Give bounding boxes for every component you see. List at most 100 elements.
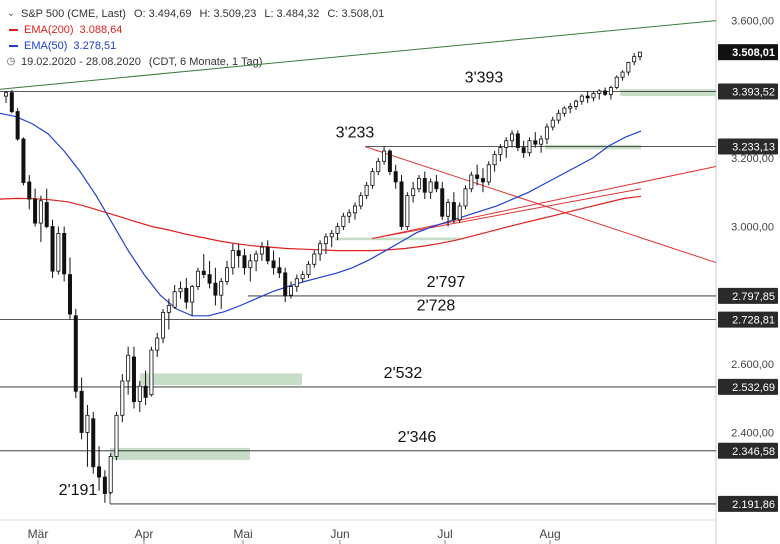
x-tick-label: Jul <box>437 527 452 541</box>
level-label: 2'346 <box>398 429 437 446</box>
candle-body <box>550 119 555 128</box>
candle <box>382 146 387 165</box>
candle <box>387 149 392 176</box>
ema200-swatch <box>9 29 18 31</box>
price-tag-label: 2.532,69 <box>732 382 775 394</box>
candle <box>265 240 270 265</box>
candle <box>21 137 26 186</box>
candle <box>352 202 357 220</box>
candle <box>207 260 212 289</box>
y-tick-label: 3.000,00 <box>731 222 774 234</box>
candle-body <box>451 202 456 221</box>
level-label: 2'532 <box>384 365 423 382</box>
candle <box>515 130 520 152</box>
candle-body <box>632 56 637 63</box>
ema50-value: 3.278,51 <box>73 40 117 52</box>
candle <box>137 380 142 412</box>
candle <box>120 374 125 423</box>
candle-body <box>387 150 392 173</box>
x-tick-label: Aug <box>539 527 560 541</box>
candle-body <box>73 315 78 392</box>
candle <box>521 140 526 158</box>
candle <box>277 257 282 279</box>
candle-body <box>533 140 538 145</box>
candle-body <box>486 164 491 183</box>
candle-body <box>184 287 189 303</box>
candle-body <box>515 133 520 148</box>
candle-body <box>102 476 107 494</box>
ema50-legend-row: EMA(50) 3.278,51 <box>6 38 384 54</box>
ema50-swatch <box>9 45 18 47</box>
candle-body <box>213 282 218 296</box>
candle-body <box>422 178 427 193</box>
ohlc-close: C: 3.508,01 <box>327 8 385 20</box>
candle-body <box>626 62 631 73</box>
candle <box>533 132 538 148</box>
candle <box>213 267 218 306</box>
candle-body <box>446 202 451 217</box>
chevron-down-icon[interactable]: ⌄ <box>6 8 16 19</box>
candle <box>556 109 561 124</box>
candle <box>323 233 328 254</box>
candle-body <box>114 414 119 457</box>
candle-body <box>289 286 294 296</box>
candle <box>4 90 9 103</box>
candle <box>312 250 317 268</box>
price-tag <box>718 442 778 459</box>
price-tag <box>718 138 778 155</box>
candle <box>469 171 474 193</box>
candle <box>544 123 549 145</box>
candle <box>9 89 14 114</box>
candle <box>574 99 579 110</box>
candle <box>73 308 78 399</box>
candle-body <box>126 354 131 382</box>
candle <box>56 226 61 275</box>
candle <box>38 195 43 242</box>
candle-body <box>411 188 416 197</box>
candle <box>620 70 625 81</box>
candle-body <box>416 178 421 190</box>
candle-body <box>277 267 282 274</box>
candle <box>579 94 584 105</box>
candle <box>172 284 177 309</box>
candle-body <box>79 390 84 433</box>
candle <box>638 51 643 61</box>
candle <box>358 192 363 210</box>
candle-body <box>38 200 43 224</box>
price-tag <box>718 83 778 100</box>
candle <box>254 250 259 272</box>
candle <box>626 61 631 76</box>
candle-body <box>283 272 288 296</box>
candle-body <box>352 205 357 214</box>
candle <box>562 106 567 117</box>
candle <box>236 243 241 268</box>
candle-body <box>50 226 55 272</box>
candle <box>376 157 381 176</box>
candle <box>510 130 515 148</box>
y-tick-label: 3.200,00 <box>731 153 774 165</box>
candle <box>591 90 596 102</box>
candle <box>411 181 416 203</box>
candle-body <box>568 106 573 109</box>
x-tick-label: Jun <box>330 527 349 541</box>
candle <box>184 278 189 309</box>
candle-body <box>15 111 20 140</box>
candle <box>608 85 613 100</box>
instrument-name: S&P 500 (CME, Last) <box>21 8 126 20</box>
candle-body <box>219 281 224 296</box>
candle-body <box>201 270 206 275</box>
candle <box>33 188 38 227</box>
range-row: ◷ 19.02.2020 - 28.08.2020 (CDT, 6 Monate… <box>6 54 384 70</box>
candle-body <box>190 286 195 303</box>
downtrend-line <box>364 146 717 264</box>
candle-body <box>539 138 544 145</box>
price-tag <box>718 378 778 395</box>
candle-body <box>131 356 136 402</box>
candle <box>126 346 131 395</box>
candle <box>440 181 445 220</box>
candle <box>259 241 264 261</box>
price-tag <box>718 495 778 512</box>
y-tick-label: 2.400,00 <box>731 427 774 439</box>
candle <box>364 181 369 200</box>
